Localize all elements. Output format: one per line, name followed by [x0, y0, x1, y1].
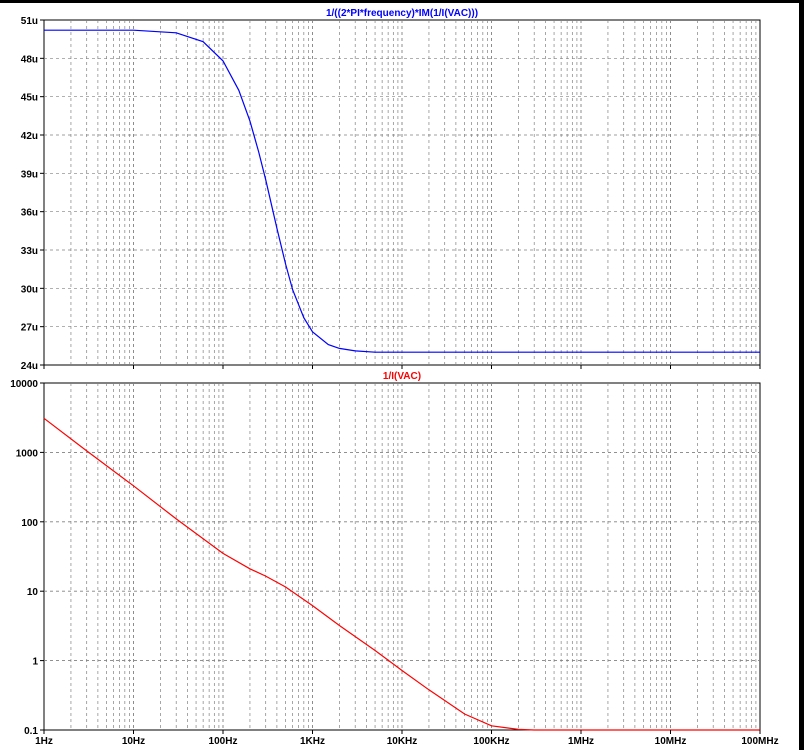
top-plot-area[interactable] [43, 19, 761, 366]
window-border-top [0, 0, 804, 3]
y-tick-label: 10000 [10, 379, 38, 390]
bottom-y-axis: 10000 1000 100 10 1 0.1 [10, 379, 44, 737]
x-tick-label: 1Hz [35, 736, 53, 747]
y-tick-label: 36u [21, 208, 38, 219]
y-tick-label: 100 [21, 518, 38, 529]
top-grid [44, 20, 760, 365]
x-tick-label: 100Hz [209, 736, 238, 747]
y-tick-label: 1 [32, 657, 38, 668]
y-tick-label: 0.1 [24, 726, 38, 737]
y-tick-label: 42u [21, 131, 38, 142]
bottom-trace-line[interactable] [43, 417, 760, 731]
x-tick-label: 10MHz [655, 736, 687, 747]
y-tick-label: 1000 [16, 448, 39, 459]
top-trace-line[interactable] [44, 29, 760, 353]
y-tick-label: 39u [21, 169, 38, 180]
window-border [799, 0, 804, 750]
x-tick-label: 1KHz [300, 736, 325, 747]
top-panel: 51u 48u 45u 42u 39u 36u 33u 30u 27u 24u 1/((2*PI*… [21, 8, 761, 372]
y-tick-label: 27u [21, 323, 38, 334]
x-tick-label: 1MHz [568, 736, 594, 747]
x-tick-label: 10Hz [122, 736, 145, 747]
y-tick-label: 10 [27, 587, 39, 598]
bottom-trace-label[interactable]: 1/I(VAC) [383, 371, 421, 382]
x-axis: 1Hz 10Hz 100Hz 1KHz 10KHz 100KHz 1MHz 10MHz 100M… [35, 365, 779, 747]
x-tick-label: 100MHz [741, 736, 778, 747]
y-tick-label: 24u [21, 361, 38, 372]
top-y-axis: 51u 48u 45u 42u 39u 36u 33u 30u 27u 24u [21, 16, 44, 372]
y-tick-label: 48u [21, 54, 38, 65]
y-tick-label: 45u [21, 93, 38, 104]
bottom-panel: 10000 1000 100 10 1 0.1 1/I(VAC) [10, 371, 761, 737]
y-tick-label: 30u [21, 284, 38, 295]
y-tick-label: 33u [21, 246, 38, 257]
bottom-grid [44, 383, 760, 730]
y-tick-label: 51u [21, 16, 38, 27]
x-tick-label: 10KHz [387, 736, 418, 747]
x-tick-label: 100KHz [473, 736, 509, 747]
top-trace-label[interactable]: 1/((2*PI*frequency)*IM(1/I(VAC))) [326, 8, 478, 19]
